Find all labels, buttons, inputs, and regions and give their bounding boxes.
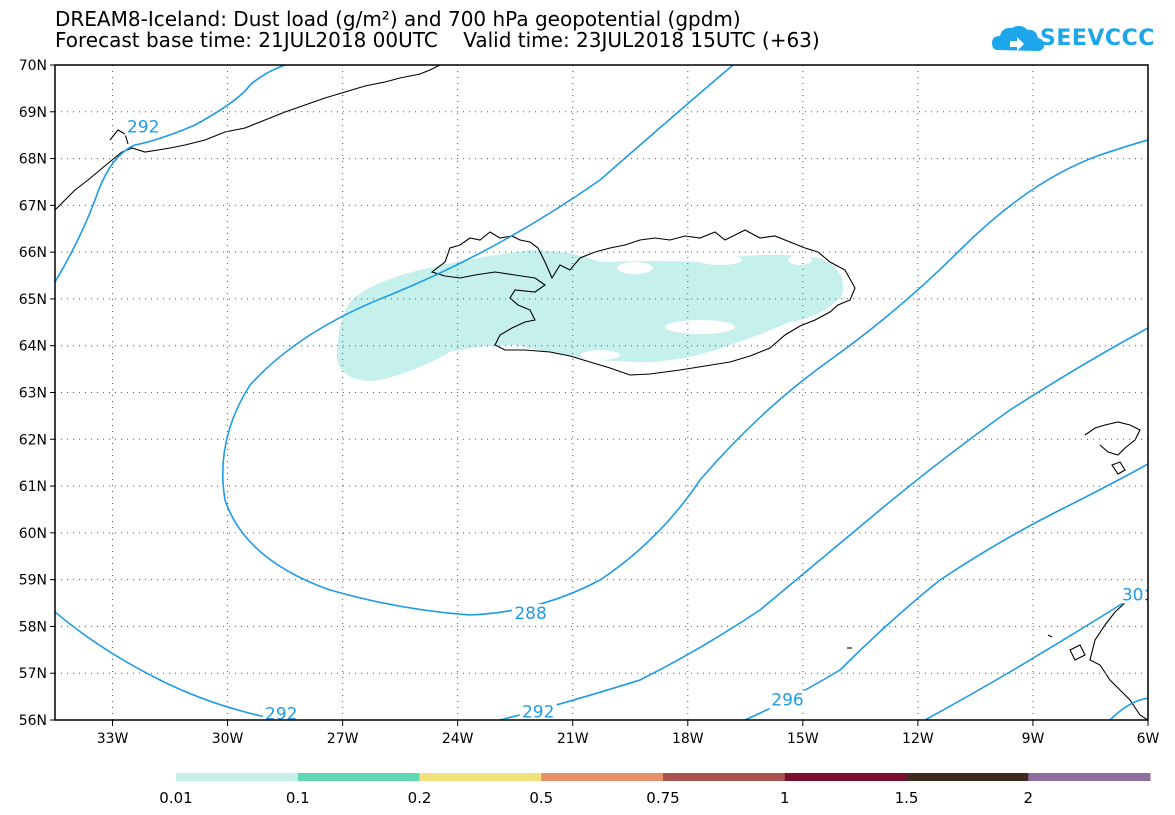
contour-label: 292 <box>265 705 297 725</box>
lon-tick-label: 24W <box>442 731 474 747</box>
contour-labels: 292 288 292 292 296 30 <box>124 117 1146 725</box>
colorbar-label: 0.1 <box>286 789 310 807</box>
colorbar-label: 0.75 <box>646 789 679 807</box>
lat-tick-label: 57N <box>19 666 47 682</box>
contour-300-fragment <box>1109 697 1148 720</box>
lat-tick-label: 70N <box>19 58 47 74</box>
coastline <box>55 65 1148 720</box>
contour-label-bg <box>1119 585 1146 604</box>
lat-tick-label: 65N <box>19 292 47 308</box>
cloud-icon <box>992 25 1044 51</box>
contour-288 <box>222 65 1148 616</box>
lon-tick-label: 9W <box>1022 731 1045 747</box>
lat-tick-label: 58N <box>19 619 47 635</box>
colorbar-swatch <box>419 773 542 781</box>
lon-tick-label: 12W <box>902 731 934 747</box>
lat-tick-label: 69N <box>19 105 47 121</box>
lat-tick-label: 62N <box>19 432 47 448</box>
contour-296 <box>744 463 1148 720</box>
contour-300 <box>924 589 1148 720</box>
lon-tick-label: 6W <box>1137 731 1160 747</box>
contour-label-bg <box>124 117 162 136</box>
lat-tick-label: 61N <box>19 479 47 495</box>
dust-load-area <box>337 250 844 381</box>
colorbar-swatch <box>176 773 299 781</box>
axis-ticks: 33W 30W 27W 24W 21W 18W 15W 12W 9W 6W 56N 57N 58N 59N… <box>19 58 1160 747</box>
colorbar-swatch <box>906 773 1029 781</box>
colorbar-swatch <box>1028 773 1151 781</box>
colorbar-label: 0.2 <box>408 789 432 807</box>
contour-label-bg <box>512 604 550 623</box>
lat-tick-label: 66N <box>19 245 47 261</box>
colorbar-swatch <box>297 773 420 781</box>
lon-tick-label: 21W <box>557 731 589 747</box>
lon-tick-label: 27W <box>327 731 359 747</box>
lat-tick-label: 59N <box>19 573 47 589</box>
colorbar-swatch <box>541 773 664 781</box>
colorbar-label: 2 <box>1023 789 1033 807</box>
contour-label: 288 <box>514 604 546 624</box>
lat-tick-label: 68N <box>19 152 47 168</box>
lon-tick-label: 33W <box>97 731 129 747</box>
contour-label-bg <box>769 690 807 709</box>
contour-292-east <box>499 327 1148 720</box>
lon-tick-label: 18W <box>672 731 704 747</box>
contour-label: 292 <box>127 118 159 138</box>
map-title: DREAM8-Iceland: Dust load (g/m²) and 700… <box>55 7 741 31</box>
contour-292-north <box>55 65 286 283</box>
lat-tick-label: 60N <box>19 526 47 542</box>
colorbar-label: 0.5 <box>529 789 553 807</box>
contour-label: 30 <box>1122 585 1144 605</box>
colorbar-label: 0.01 <box>159 789 192 807</box>
lat-tick-label: 63N <box>19 386 47 402</box>
contour-label-bg <box>262 704 300 723</box>
lat-tick-label: 67N <box>19 198 47 214</box>
colorbar-swatch <box>663 773 786 781</box>
gridlines <box>55 65 1148 720</box>
colorbar-swatch <box>784 773 907 781</box>
geopotential-contours <box>55 65 1148 720</box>
contour-label: 292 <box>522 702 554 722</box>
logo-text: SEEVCCC <box>1040 26 1155 51</box>
colorbar: 0.01 0.1 0.2 0.5 0.75 1 1.5 2 <box>159 773 1151 807</box>
lat-tick-label: 56N <box>19 713 47 729</box>
colorbar-label: 1 <box>780 789 790 807</box>
contour-292-south <box>55 611 281 720</box>
contour-label-bg <box>519 702 557 721</box>
colorbar-label: 1.5 <box>895 789 919 807</box>
lon-tick-label: 15W <box>787 731 819 747</box>
map-subtitle: Forecast base time: 21JUL2018 00UTC Vali… <box>55 28 820 52</box>
lat-tick-label: 64N <box>19 339 47 355</box>
contour-label: 296 <box>771 691 803 711</box>
lon-tick-label: 30W <box>212 731 244 747</box>
